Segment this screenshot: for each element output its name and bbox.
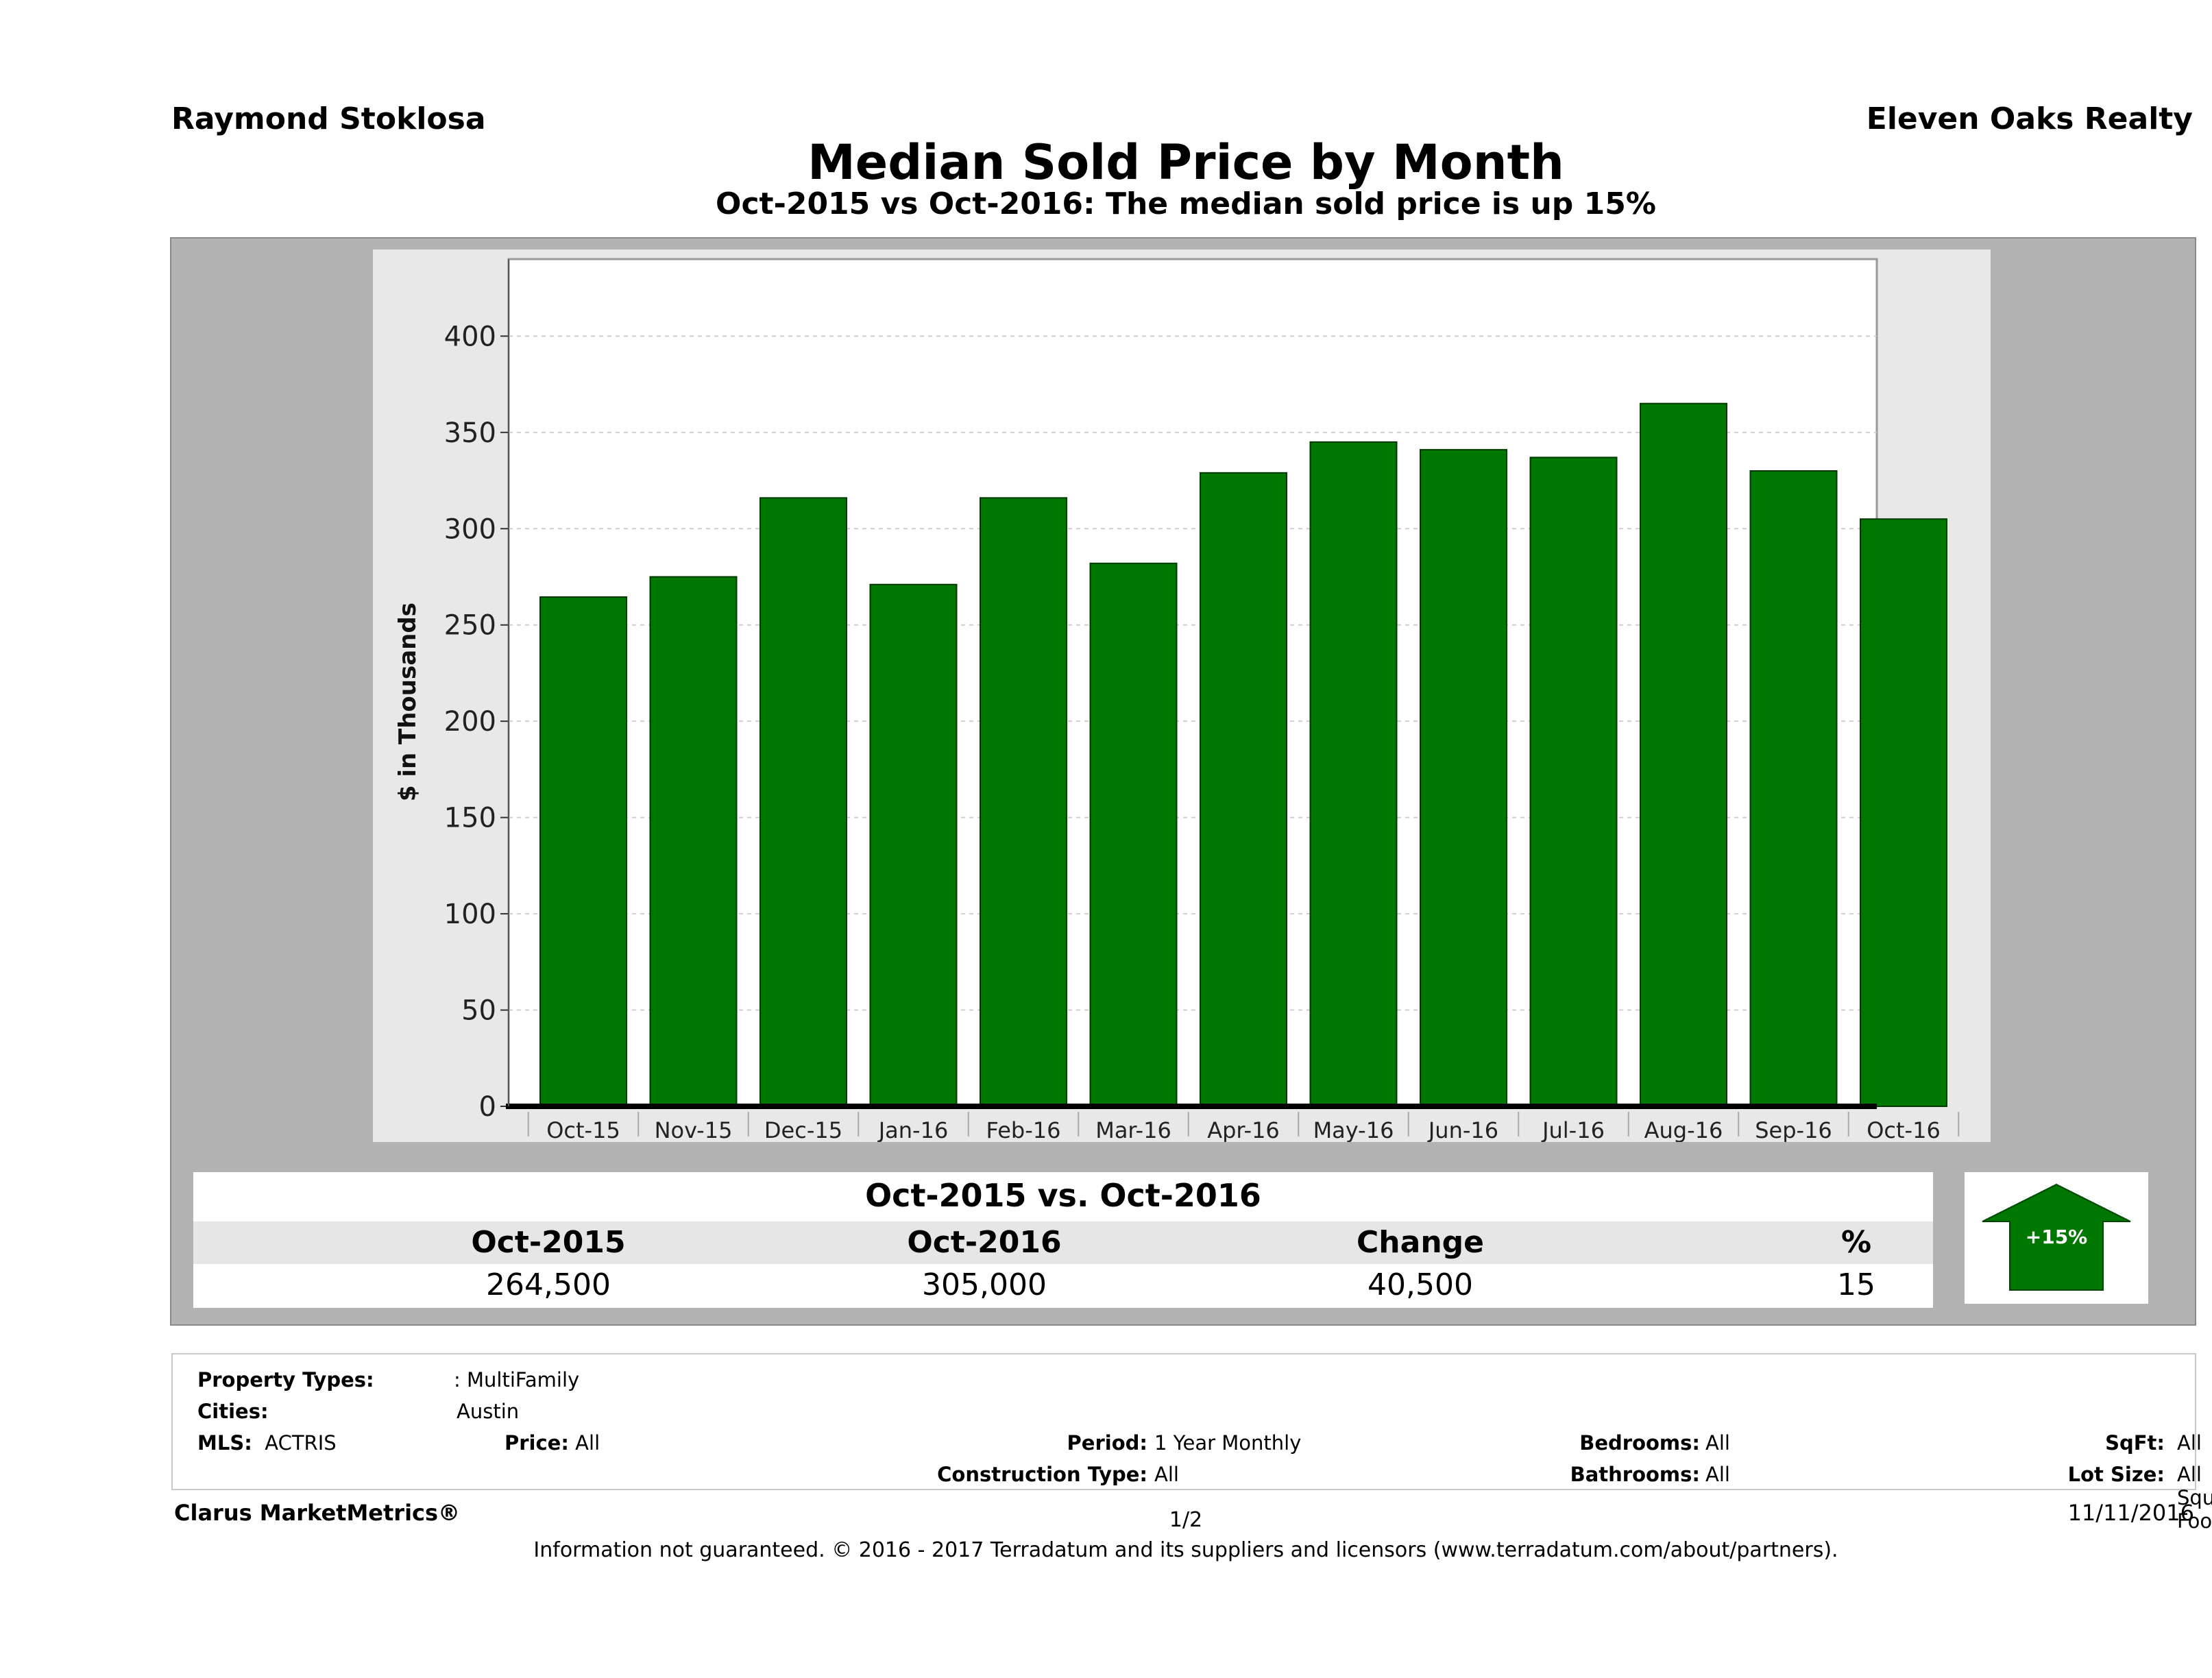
x-tick-label: Jan-16 [877,1117,949,1142]
x-tick-label: Jun-16 [1427,1117,1498,1142]
y-tick-label: 300 [444,513,496,545]
bar [649,576,738,1107]
bar [759,497,847,1107]
lot-size-value: All Square Footage [2177,1463,2212,1533]
x-tick-label: Oct-15 [546,1117,620,1142]
value-change: 40,500 [1368,1267,1473,1302]
disclaimer: Information not guaranteed. © 2016 - 201… [533,1538,1838,1562]
col-header-oct-2016: Oct-2016 [907,1225,1062,1260]
construction-type-label: Construction Type: [937,1463,1147,1486]
period-value: 1 Year Monthly [1154,1431,1302,1455]
y-tick-label: 250 [444,610,496,642]
bathrooms-label: Bathrooms: [1570,1463,1700,1486]
x-tick-label: Sep-16 [1755,1117,1832,1142]
y-tick-label: 350 [444,417,496,449]
x-tick-label: Dec-15 [764,1117,842,1142]
change-badge-label: +15% [2026,1226,2087,1248]
bar-chart: 0 50 100 150 200 250 300 350 400 $ in Thousands Oc… [394,258,1960,1142]
price-label: Price: [505,1431,569,1455]
sqft-label: SqFt: [2105,1431,2165,1455]
y-tick-label: 50 [461,995,496,1027]
value-oct-2016: 305,000 [922,1267,1047,1302]
footer-brand: Clarus MarketMetrics® [174,1500,461,1526]
bedrooms-value: All [1705,1431,1730,1455]
y-axis-label: $ in Thousands [394,603,422,801]
cities-label: Cities: [197,1400,269,1423]
x-tick-label: Feb-16 [986,1117,1061,1142]
bar [1089,562,1178,1107]
value-percent: 15 [1837,1267,1875,1302]
x-tick-label: May-16 [1313,1117,1394,1142]
summary-column-headers: Oct-2015 Oct-2016 Change % [193,1221,1933,1264]
period-label: Period: [1067,1431,1147,1455]
bar [1860,518,1947,1107]
col-header-oct-2015: Oct-2015 [471,1225,626,1260]
change-badge: +15% [1965,1172,2148,1304]
x-tick-label: Aug-16 [1644,1117,1723,1142]
y-tick-label: 0 [479,1091,496,1123]
bar [1309,441,1398,1107]
x-tick-label: Nov-15 [655,1117,733,1142]
up-arrow-icon: +15% [1982,1183,2131,1291]
bar [869,583,958,1107]
x-tick-label: Jul-16 [1541,1117,1605,1142]
property-types-label: Property Types: [197,1368,374,1391]
bar [539,596,627,1107]
bar [1200,472,1287,1107]
y-tick-label: 150 [444,803,496,834]
company-name: Eleven Oaks Realty [1866,101,2193,136]
report-criteria: Property Types: : MultiFamily Cities: Au… [171,1353,2212,1533]
x-tick-label: Apr-16 [1207,1117,1280,1142]
col-header-change: Change [1357,1225,1484,1260]
bar [1529,457,1618,1107]
bar [1420,449,1507,1108]
cities-value: Austin [457,1400,520,1423]
lot-size-label: Lot Size: [2067,1463,2165,1486]
x-tick-label: Oct-16 [1867,1117,1941,1142]
col-header-percent: % [1840,1225,1872,1260]
property-types-value: : MultiFamily [454,1368,580,1391]
summary-values-row: 264,500 305,000 40,500 15 [193,1265,1933,1305]
bar [980,497,1067,1107]
summary-heading: Oct-2015 vs. Oct-2016 [193,1172,1933,1219]
x-tick-label: Mar-16 [1095,1117,1171,1142]
chart-title: Median Sold Price by Month [807,134,1564,191]
mls-value: ACTRIS [265,1431,337,1455]
y-tick-label: 200 [444,706,496,738]
agent-name: Raymond Stoklosa [171,101,486,136]
bedrooms-label: Bedrooms: [1579,1431,1700,1455]
price-value: All [575,1431,600,1455]
value-oct-2015: 264,500 [486,1267,611,1302]
bar [1640,402,1727,1108]
chart-subtitle: Oct-2015 vs Oct-2016: The median sold pr… [716,186,1656,221]
report-date: 11/11/2016 [2067,1500,2194,1526]
y-tick-label: 400 [444,321,496,352]
page-number: 1/2 [1169,1508,1203,1532]
y-tick-label: 100 [444,899,496,930]
bar [1749,470,1838,1107]
mls-label: MLS: [197,1431,252,1455]
bathrooms-value: All [1705,1463,1730,1486]
construction-type-value: All [1154,1463,1179,1486]
sqft-value: All [2177,1431,2202,1455]
